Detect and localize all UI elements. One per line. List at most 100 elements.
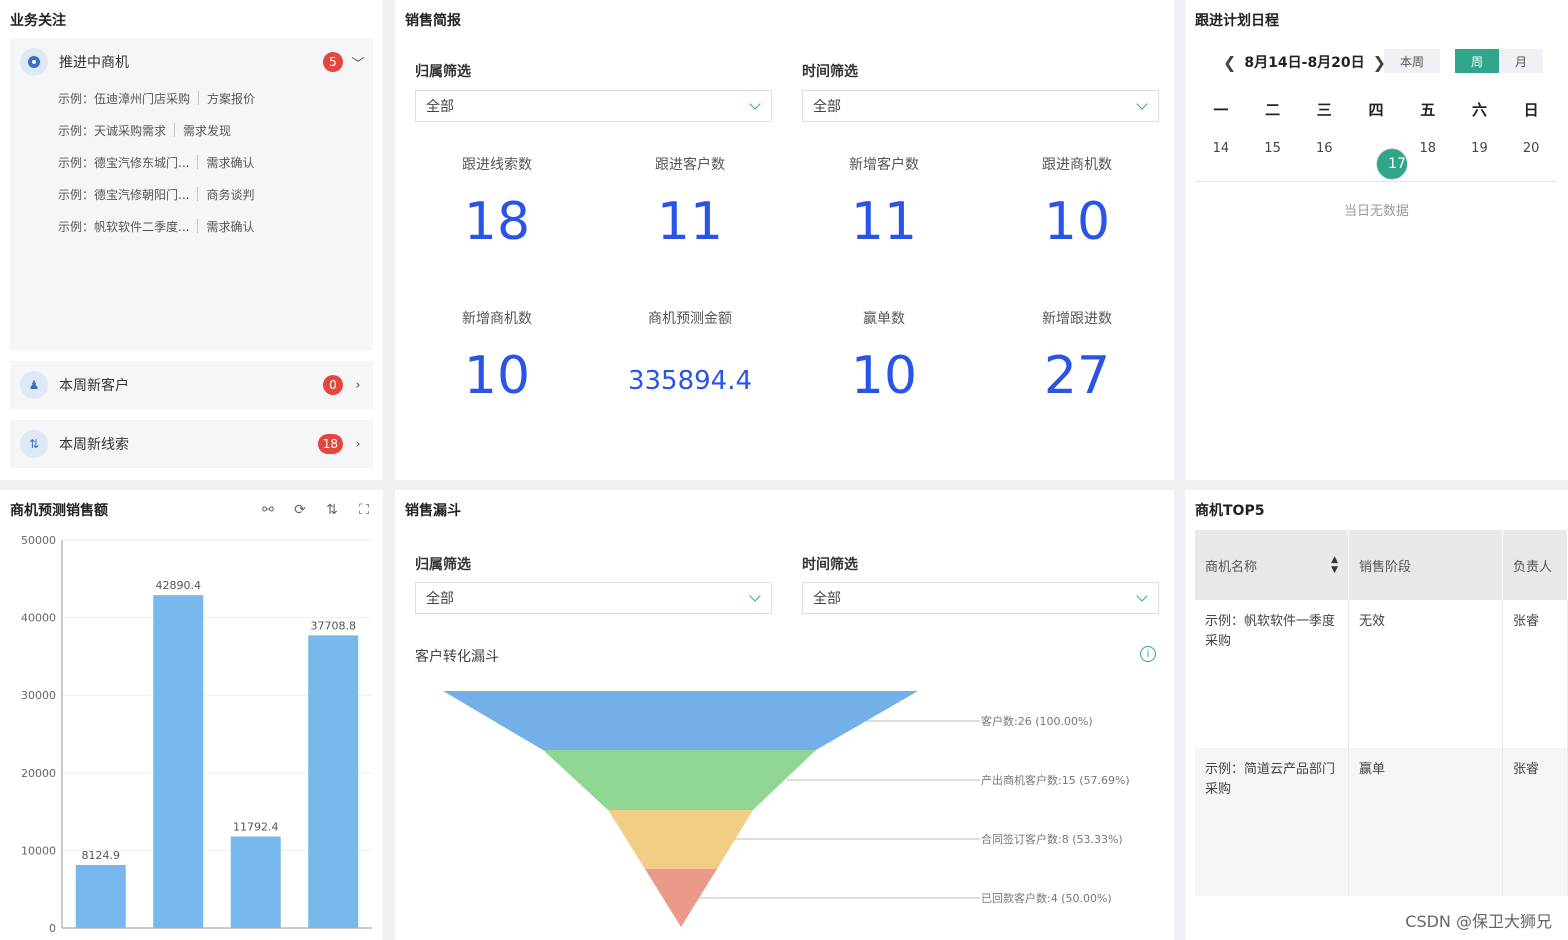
- top5-table: 商机名称 ▲ ▼ 销售阶段 负责人 示例：帆软软件一季度采购 无效 张睿 示例：简道…: [1195, 530, 1568, 896]
- metric-followed-leads[interactable]: 跟进线索数 18: [462, 157, 532, 252]
- panel-title: 跟进计划日程: [1195, 13, 1279, 29]
- chevron-right-icon[interactable]: ❯: [1372, 52, 1387, 72]
- link-icon[interactable]: ⚯: [262, 502, 274, 518]
- time-filter-select[interactable]: 全部: [802, 90, 1159, 122]
- day-cell[interactable]: 15: [1264, 140, 1281, 156]
- weekday-label: 六: [1471, 101, 1487, 119]
- new-leads-row[interactable]: ⇅ 本周新线索 18 ›: [10, 420, 373, 468]
- day-row: 14 15 16 17 18 19 20: [1195, 132, 1557, 180]
- time-filter-label: 时间筛选: [802, 557, 858, 573]
- business-focus-panel: 业务关注 推进中商机 5 ﹀ 示例：伍迪漳州门店采购 方案报价 示例：天诚采购需求…: [0, 0, 383, 480]
- list-item[interactable]: 示例：德宝汽修朝阳门... 商务谈判: [58, 187, 255, 202]
- weekday-label: 日: [1523, 101, 1539, 119]
- info-icon[interactable]: i: [1140, 646, 1156, 662]
- forecast-bar-chart: 0 10000 20000 30000 40000 50000 8124.9 42890.4 1…: [21, 534, 372, 935]
- funnel-label: 产出商机客户数:15 (57.69%): [981, 773, 1130, 787]
- chevron-left-icon[interactable]: ❮: [1223, 52, 1237, 72]
- column-header-owner[interactable]: 负责人: [1503, 530, 1568, 600]
- list-item[interactable]: 示例：天诚采购需求 需求发现: [58, 123, 232, 138]
- day-cell[interactable]: 16: [1316, 140, 1333, 156]
- funnel-stage-1[interactable]: [443, 691, 918, 750]
- new-leads-label: 本周新线索: [59, 437, 129, 453]
- y-tick-label: 20000: [21, 767, 56, 780]
- column-header-name[interactable]: 商机名称 ▲ ▼: [1195, 530, 1349, 600]
- y-tick-label: 50000: [21, 534, 56, 547]
- table-row[interactable]: 示例：简道云产品部门采购 赢单 张睿: [1195, 748, 1568, 896]
- metric-followed-opportunities[interactable]: 跟进商机数 10: [1042, 157, 1112, 252]
- sort-icon[interactable]: ⇅: [326, 502, 338, 518]
- bar: [75, 864, 126, 928]
- new-customers-badge: 0: [323, 375, 343, 395]
- time-filter-label: 时间筛选: [802, 64, 858, 80]
- list-item[interactable]: 示例：伍迪漳州门店采购 方案报价: [58, 91, 256, 106]
- pipeline-group: [10, 38, 373, 350]
- week-range: 8月14日-8月20日: [1244, 55, 1365, 71]
- cell-name: 示例：帆软软件一季度采购: [1195, 600, 1349, 748]
- watermark: CSDN @保卫大狮兄: [1405, 912, 1552, 931]
- this-week-button[interactable]: 本周: [1384, 49, 1440, 73]
- chevron-right-icon[interactable]: ›: [355, 377, 361, 393]
- y-tick-label: 40000: [21, 612, 56, 625]
- owner-filter-select[interactable]: 全部: [415, 90, 772, 122]
- sales-brief-panel: 销售简报 归属筛选 全部 时间筛选 全部 跟进线索数 18 跟进客户数 11 新…: [395, 0, 1174, 480]
- funnel-label: 已回款客户数:4 (50.00%): [981, 891, 1112, 905]
- weekday-header: 一 二 三 四 五 六 日: [1195, 99, 1557, 120]
- weekday-label: 二: [1265, 101, 1281, 119]
- user-icon: ♟: [20, 371, 48, 399]
- cell-owner: 张睿: [1503, 600, 1568, 748]
- list-item[interactable]: 示例：德宝汽修东城门... 需求确认: [58, 155, 255, 170]
- chart-toolbar: ⚯ ⟳ ⇅ ⛶: [259, 502, 373, 518]
- panel-title: 业务关注: [10, 13, 66, 29]
- funnel-stage-2[interactable]: [543, 750, 816, 810]
- pipeline-count-badge: 5: [323, 52, 343, 72]
- week-navigator: ❮ 8月14日-8月20日 ❯: [1215, 52, 1394, 72]
- weekday-label: 一: [1213, 101, 1229, 119]
- day-cell[interactable]: 19: [1471, 140, 1488, 156]
- month-view-button[interactable]: 月: [1499, 49, 1543, 73]
- funnel-chart: 客户数:26 (100.00%) 产出商机客户数:15 (57.69%) 合同签…: [443, 691, 1130, 927]
- column-header-stage[interactable]: 销售阶段: [1349, 530, 1503, 600]
- bar: [230, 836, 281, 928]
- funnel-stage-4[interactable]: [645, 869, 717, 927]
- bar: [308, 635, 359, 928]
- y-tick-label: 30000: [21, 689, 56, 702]
- funnel-label: 客户数:26 (100.00%): [981, 714, 1093, 728]
- table-row[interactable]: 示例：帆软软件一季度采购 无效 张睿: [1195, 600, 1568, 748]
- metric-new-opportunities[interactable]: 新增商机数 10: [462, 311, 532, 406]
- data-label: 42890.4: [156, 579, 202, 592]
- metric-won-deals[interactable]: 赢单数 10: [850, 311, 918, 406]
- metric-new-followups[interactable]: 新增跟进数 27: [1042, 311, 1112, 406]
- day-cell[interactable]: 18: [1419, 140, 1436, 156]
- pipeline-icon: [20, 48, 48, 76]
- metric-followed-customers[interactable]: 跟进客户数 11: [655, 157, 725, 252]
- panel-title: 商机预测销售额: [10, 503, 108, 519]
- funnel-subtitle: 客户转化漏斗: [415, 649, 499, 665]
- day-cell[interactable]: 20: [1522, 140, 1540, 156]
- sort-icon[interactable]: ▲ ▼: [1331, 555, 1338, 575]
- owner-filter-select[interactable]: 全部: [415, 582, 772, 614]
- funnel-stage-3[interactable]: [608, 810, 753, 869]
- pipeline-header[interactable]: 推进中商机 5 ﹀: [10, 38, 373, 86]
- leads-icon: ⇅: [20, 430, 48, 458]
- refresh-icon[interactable]: ⟳: [294, 502, 306, 518]
- day-cell[interactable]: 14: [1212, 140, 1230, 156]
- sales-funnel-panel: 销售漏斗 归属筛选 全部 时间筛选 全部 客户转化漏斗 i 客户数:26 (10…: [395, 490, 1174, 940]
- pipeline-label: 推进中商机: [59, 55, 129, 71]
- fullscreen-icon[interactable]: ⛶: [359, 502, 369, 518]
- weekday-label: 五: [1420, 101, 1436, 119]
- new-customers-row[interactable]: ♟ 本周新客户 0 ›: [10, 361, 373, 409]
- schedule-panel: 跟进计划日程 ❮ 8月14日-8月20日 ❯ 本周 周 月 一 二 三 四 五 …: [1185, 0, 1568, 480]
- time-filter-select[interactable]: 全部: [802, 582, 1159, 614]
- owner-filter-label: 归属筛选: [415, 557, 471, 573]
- week-view-button[interactable]: 周: [1455, 49, 1499, 73]
- chevron-down-icon: [1136, 98, 1148, 110]
- panel-title: 商机TOP5: [1195, 503, 1265, 519]
- chevron-down-icon[interactable]: ﹀: [351, 56, 365, 72]
- chevron-right-icon[interactable]: ›: [355, 436, 361, 452]
- y-tick-label: 0: [49, 922, 56, 935]
- list-item[interactable]: 示例：帆软软件二季度... 需求确认: [58, 219, 255, 234]
- metric-new-customers[interactable]: 新增客户数 11: [849, 157, 919, 252]
- panel-title: 销售漏斗: [405, 503, 461, 519]
- data-label: 8124.9: [82, 849, 121, 862]
- metric-forecast-amount[interactable]: 商机预测金额 335894.4: [627, 311, 753, 396]
